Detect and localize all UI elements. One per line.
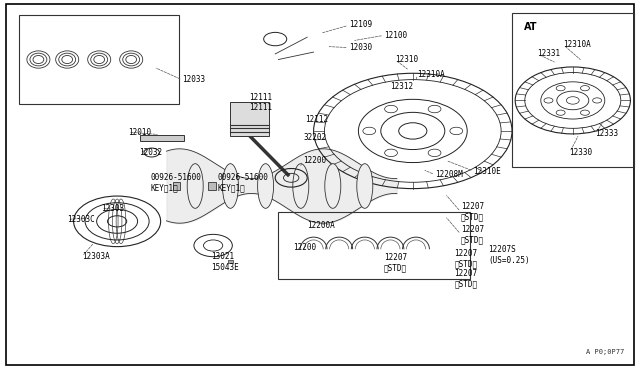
Bar [228, 260, 233, 263]
Bar [173, 182, 180, 190]
Bar [512, 13, 634, 167]
Bar [208, 182, 216, 190]
Text: AT: AT [524, 22, 537, 32]
Text: 12208M: 12208M [435, 170, 463, 179]
Bar [140, 135, 184, 141]
Text: 12112: 12112 [305, 115, 328, 124]
Ellipse shape [257, 164, 274, 208]
Text: 12303A: 12303A [82, 252, 109, 261]
Text: 12200: 12200 [293, 243, 316, 252]
Text: 12207
＼STD＾: 12207 ＼STD＾ [384, 253, 407, 272]
Text: 12207
＼STD＾: 12207 ＼STD＾ [461, 202, 484, 222]
Text: 12200: 12200 [303, 156, 326, 165]
Text: 12032: 12032 [140, 148, 163, 157]
Text: 12310E: 12310E [474, 167, 501, 176]
Ellipse shape [325, 164, 341, 208]
Text: 12303: 12303 [101, 204, 124, 213]
Text: A P0;0P77: A P0;0P77 [586, 349, 624, 355]
Text: 12207
＼STD＾: 12207 ＼STD＾ [454, 269, 477, 289]
Text: 15043E: 15043E [211, 263, 239, 272]
Text: 12333: 12333 [595, 129, 618, 138]
Text: 12100: 12100 [384, 31, 407, 40]
Ellipse shape [292, 164, 308, 208]
Bar [230, 102, 269, 136]
Text: 12207
＼STD＾: 12207 ＼STD＾ [454, 249, 477, 268]
Text: 12207S
(US=0.25): 12207S (US=0.25) [488, 245, 530, 264]
Text: 12310A: 12310A [417, 70, 445, 79]
Text: 12312: 12312 [390, 82, 413, 91]
Bar [278, 212, 470, 279]
Text: 12331: 12331 [538, 49, 561, 58]
Ellipse shape [223, 164, 238, 208]
Text: 12303C: 12303C [67, 215, 95, 224]
Text: 12111: 12111 [250, 103, 273, 112]
Text: 12310A: 12310A [563, 40, 591, 49]
Text: 12111: 12111 [250, 93, 273, 102]
Bar [19, 15, 179, 104]
Text: 12207
＼STD＾: 12207 ＼STD＾ [461, 225, 484, 244]
Text: 12010: 12010 [128, 128, 151, 137]
Text: 00926-51600
KEY（1）: 00926-51600 KEY（1） [218, 173, 268, 192]
Text: 12330: 12330 [570, 148, 593, 157]
Text: 13021: 13021 [211, 252, 234, 261]
Ellipse shape [187, 164, 204, 208]
Text: 12033: 12033 [182, 76, 205, 84]
Text: 32202: 32202 [304, 133, 327, 142]
Text: 12109: 12109 [349, 20, 372, 29]
Text: 12310: 12310 [395, 55, 418, 64]
Text: 12030: 12030 [349, 43, 372, 52]
Text: 00926-51600
KEY（1）: 00926-51600 KEY（1） [150, 173, 201, 192]
Text: 12200A: 12200A [307, 221, 335, 230]
Ellipse shape [357, 164, 372, 208]
